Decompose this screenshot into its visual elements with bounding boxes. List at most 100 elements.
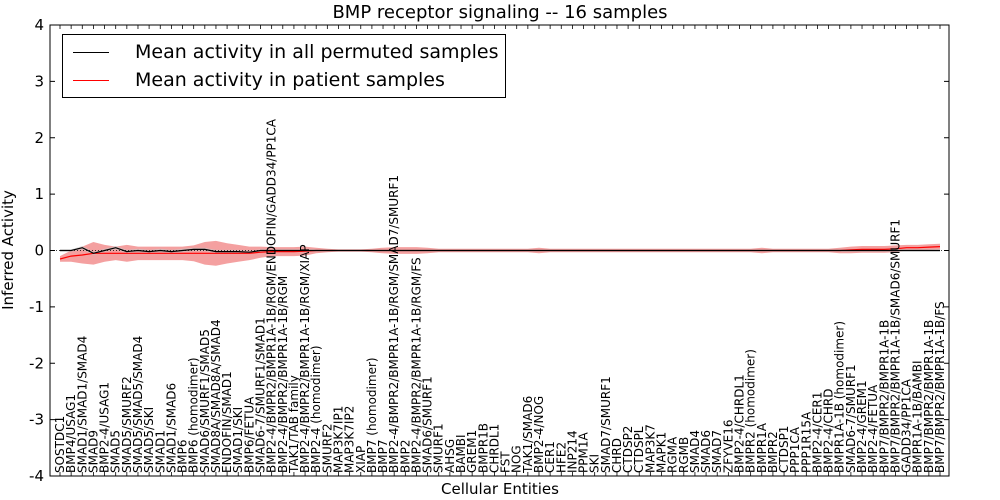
x-tick-label: CTDSP1 [777,426,791,473]
x-tick-label: SMAD5 [109,430,123,473]
x-tick-label: BMP7/BMPR2/BMPR1A-1B [922,320,936,473]
x-tick-label: SMAD5/SMAD5/SMAD4 [131,336,145,473]
x-tick-label: BMP2-4/CHRDL1 [733,374,747,473]
x-tick-label: MAPK1 [655,432,669,473]
permuted-series-line [60,247,940,254]
x-tick-label: SMAD1 [153,430,167,473]
x-tick-label: BMP2-4/NOG [532,396,546,473]
y-tick-label: 0 [34,242,44,260]
x-tick-label: BMP2-4/CER1 [811,392,825,473]
legend: Mean activity in all permuted samples Me… [62,34,506,98]
x-tick-label: BMP2-4/GREM1 [855,380,869,473]
x-tick-label: SMAD6-7/SMURF1 [844,364,858,473]
x-tick-label: BMP2-4/CHRD [822,389,836,473]
x-tick-label: MAP3K7IP1 [332,406,346,473]
x-tick-label: SMAD7 [710,430,724,473]
y-tick-label: -2 [29,354,44,372]
x-tick-label: PPP1R15A [799,411,813,473]
x-tick-label: BMP6 [176,440,190,473]
x-tick-label: GADD34/PP1CA [900,378,914,473]
x-axis-label: Cellular Entities [441,480,559,498]
y-tick-label: 1 [34,185,44,203]
x-tick-label: BMP7/BMPR2/BMPR1A-1B [877,320,891,473]
x-tick-label: BMP7 (homodimer) [365,357,379,473]
y-axis: -4 -3 -2 -1 0 1 2 3 4 [29,16,949,485]
patient-band [60,240,940,266]
x-tick-label: BMP2-4 (homodimer) [309,345,323,473]
x-tick-label: BMP2-4/FETUA [866,384,880,473]
x-tick-label: TAK1/TAB family [287,375,301,474]
legend-swatch-permuted [73,51,109,53]
x-tick-label: BMPR1B [476,423,490,473]
legend-item-patient: Mean activity in patient samples [73,67,445,93]
x-tick-label: TAK1/SMAD6 [521,396,535,474]
x-tick-label: SKI [588,454,602,473]
x-tick-label: SMAD5/SKI [142,407,156,473]
x-tick-label: CHRDL1 [487,424,501,473]
legend-swatch-patient [73,79,109,81]
x-tick-label: BMP4/USAG1 [64,394,78,473]
x-tick-label: BMP2 [398,440,412,473]
x-tick-label: INP214 [565,430,579,473]
x-tick-label: BMP2-4/BMPR2/BMPR1A-1B/RGM [276,276,290,473]
y-axis-label: Inferred Activity [0,190,17,310]
series-lines [50,246,949,260]
x-tick-label: SMAD1/SMAD1/SMAD4 [75,336,89,473]
x-tick-label: BMP2-4/BMPR2/BMPR1A-1B/RGM/ENDOFIN/GADD3… [265,118,279,473]
x-tick-label: RGMB [677,437,691,473]
x-tick-label: SMAD1/SKI [231,407,245,473]
chart-title: BMP receptor signaling -- 16 samples [332,2,667,23]
x-tick-label: PPM1A [577,432,591,473]
x-tick-label: BMP2-4/BMPR2/BMPR1A-1B/RGM/FS [410,257,424,473]
x-tick-label: ENDOFIN/SMAD1 [220,371,234,473]
x-tick-label: CTDSP2 [621,426,635,473]
x-tick-label: SMAD9 [86,430,100,473]
x-tick-label: SMURF1 [432,423,446,473]
x-tick-label: NOG [510,445,524,473]
x-tick-label: BMP2-4/BMPR2/BMPR1A-1B/RGM/SMAD7/SMURF1 [387,175,401,473]
x-tick-label: BMP7/BMPR2/BMPR1A-1B/FS [933,301,947,473]
x-tick-label: CHRD [610,438,624,473]
x-tick-label: BMP6/FETUA [242,396,256,473]
x-tick-label: BMPR1A-1B/BAMBI [911,360,925,473]
x-tick-label: SMAD4 [688,430,702,473]
x-tick-label: ZFYVE16 [721,419,735,473]
legend-label-patient: Mean activity in patient samples [135,69,445,91]
x-tick-label: BMP2-4/USAG1 [98,382,112,473]
y-tick-label: 4 [34,16,44,34]
x-tick-label: GREM1 [465,430,479,473]
x-tick-label: SMAD8A/SMAD8A/SMAD4 [209,319,223,473]
y-tick-label: 2 [34,129,44,147]
x-tick-label: RGMA [666,436,680,473]
x-tick-label: BMPR1A-1B (homodimer) [833,321,847,473]
legend-item-permuted: Mean activity in all permuted samples [73,39,498,65]
x-tick-label: AHSG [443,439,457,473]
x-tick-label: FST [499,451,513,473]
x-axis: SOSTDC1BMP4/USAG1SMAD1/SMAD1/SMAD4SMAD9B… [53,25,947,476]
x-tick-label: SMAD1/SMAD6 [164,383,178,473]
x-tick-label: BMP7 [376,440,390,473]
y-tick-label: -4 [29,467,44,485]
x-tick-label: SMAD6/SMURF1 [421,376,435,473]
x-tick-label: SMURF2 [320,423,334,473]
y-tick-label: -3 [29,411,44,429]
x-tick-label: MAP3K7 [643,424,657,473]
x-tick-label: SMAD5/SMURF2 [120,376,134,473]
x-tick-label: BMP7/BMPR2/BMPR1A-1B/SMAD6/SMURF1 [888,219,902,473]
x-tick-label: HFE2 [554,442,568,473]
x-tick-label: SMAD7/SMURF1 [599,376,613,473]
y-tick-label: -1 [29,298,44,316]
x-tick-label: BMP6 (homodimer) [187,357,201,473]
x-tick-label: SMAD6-7/SMURF1/SMAD1 [254,317,268,473]
x-tick-label: XIAP [354,446,368,473]
x-tick-label: BMPR2 [766,431,780,473]
x-tick-label: BMP2-4/BMPR2/BMPR1A-1B/RGM/XIAP [298,244,312,473]
x-tick-label: PPP1CA [788,426,802,473]
x-tick-label: SMAD6/SMURF1/SMAD5 [198,329,212,473]
x-tick-label: BMPR2 (homodimer) [744,349,758,473]
x-tick-label: BMPR1A [755,422,769,473]
x-tick-label: SOSTDC1 [53,416,67,473]
x-tick-label: BAMBI [454,434,468,473]
x-tick-label: CTDSPL [632,426,646,473]
